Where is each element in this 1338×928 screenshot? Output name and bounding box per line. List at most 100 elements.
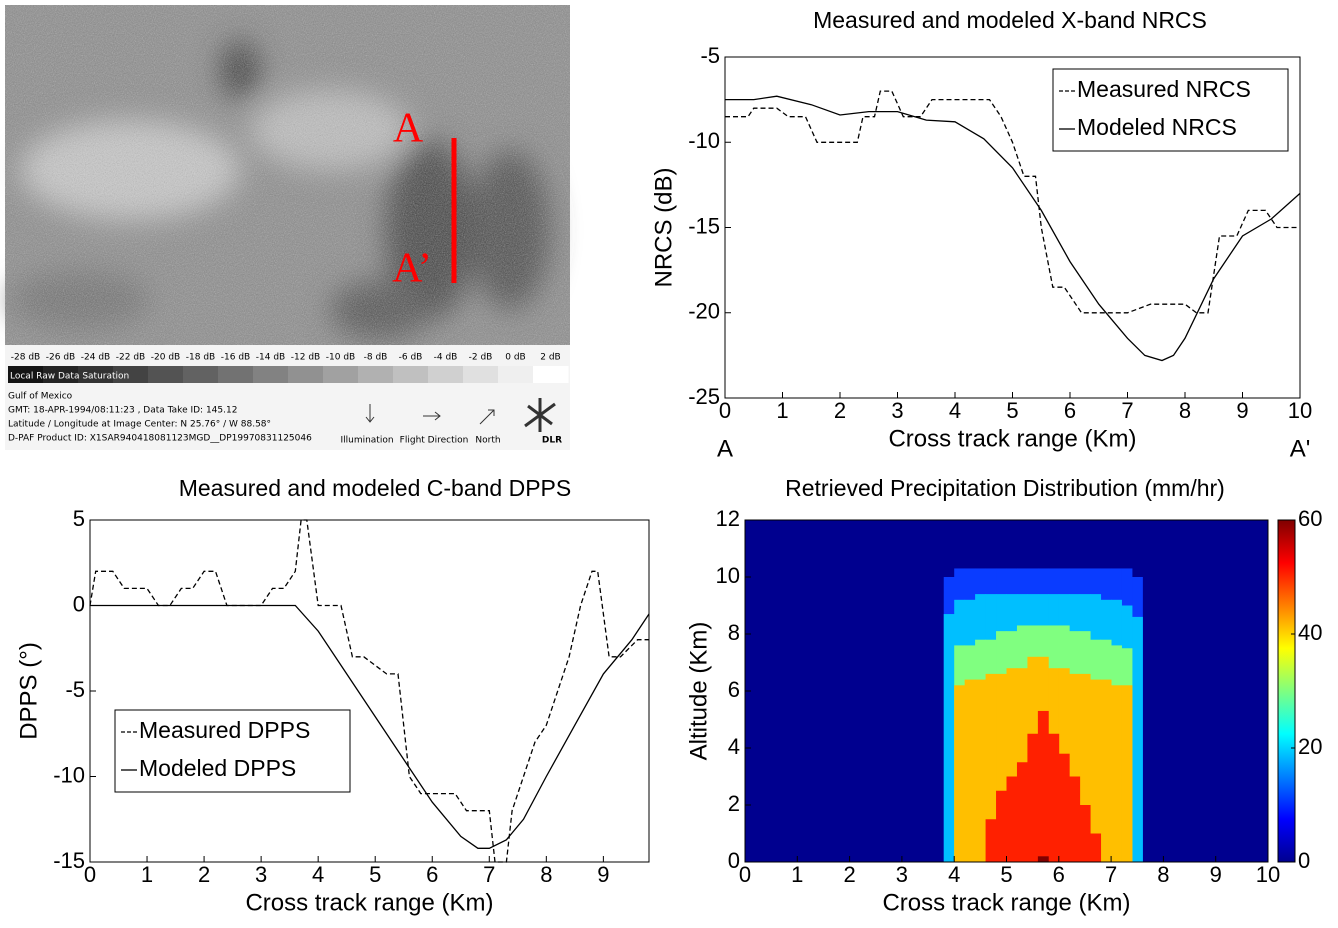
y-tick-label: 6 [728, 677, 740, 702]
chart: Measured DPPS Modeled DPPS 0 1 2 3 4 5 6 7 8 9 -15 -1… [15, 475, 650, 916]
scale-swatch [113, 366, 149, 383]
level-cell [985, 819, 997, 862]
data-line [90, 604, 650, 849]
level-cell [996, 673, 1007, 862]
x-tick-label: 9 [1210, 862, 1222, 887]
x-tick-label: 9 [1236, 398, 1248, 423]
legend-label: Measured NRCS [1077, 76, 1251, 102]
x-tick-label: 2 [843, 862, 855, 887]
sar-info: Gulf of Mexico GMT: 18-APR-1994/08:11:23 … [8, 392, 312, 444]
x-end-label: A' [1290, 435, 1311, 462]
y-tick-label: -15 [53, 848, 85, 873]
x-tick-label: 10 [1256, 862, 1280, 887]
y-tick-label: 8 [728, 620, 740, 645]
x-tick-label: 6 [426, 862, 438, 887]
sar-icons [365, 398, 556, 432]
x-tick-label: 6 [1053, 862, 1065, 887]
level-cell [1027, 733, 1039, 862]
y-axis-label: DPPS (°) [15, 642, 42, 740]
scale-swatch [463, 366, 499, 383]
icon-label: Illumination [340, 436, 393, 446]
scale-swatch [253, 366, 289, 383]
y-axis-label: Altitude (Km) [685, 622, 712, 761]
scale-label: -16 dB [221, 353, 250, 363]
scale-label: -20 dB [151, 353, 180, 363]
y-tick-label: -15 [688, 213, 720, 238]
colorbar-label: 0 [1298, 848, 1310, 873]
y-tick-label: -10 [53, 762, 85, 787]
scale-swatch [78, 366, 114, 383]
x-tick-label: 1 [776, 398, 788, 423]
y-tick-label: 4 [728, 734, 740, 759]
level-cell [1069, 776, 1081, 862]
scale-label: -24 dB [81, 353, 110, 363]
info-line: Gulf of Mexico [8, 392, 73, 402]
legend-label: Measured DPPS [139, 717, 310, 743]
data-line [725, 95, 1301, 362]
scale-label: -26 dB [46, 353, 75, 363]
sar-footer [5, 345, 570, 450]
x-tick-label: 5 [369, 862, 381, 887]
scale-swatch [533, 366, 569, 383]
y-tick-label: -25 [688, 384, 720, 409]
logo: DLR [542, 436, 562, 446]
x-axis-label: Cross track range (Km) [888, 425, 1136, 452]
y-tick-label: 2 [728, 791, 740, 816]
x-tick-label: 8 [540, 862, 552, 887]
x-tick-label: 2 [834, 398, 846, 423]
y-tick-label: -20 [688, 299, 720, 324]
legend-label: Modeled DPPS [139, 755, 296, 781]
info-line: GMT: 18-APR-1994/08:11:23 , Data Take ID… [8, 406, 237, 416]
x-axis-label: Cross track range (Km) [882, 889, 1130, 916]
chart: Measured NRCS Modeled NRCS 0 1 2 3 4 5 6 7 8 9 10 -25… [650, 7, 1312, 462]
scale-label: 0 dB [505, 353, 525, 363]
info-line: Latitude / Longitude at Image Center: N … [8, 420, 271, 430]
level-cell [1016, 762, 1028, 862]
level-cell [1090, 679, 1102, 862]
y-tick-label: 0 [728, 848, 740, 873]
legend-box [114, 709, 351, 793]
chart-title: Retrieved Precipitation Distribution (mm… [785, 475, 1225, 501]
scale-swatch [8, 366, 44, 383]
colorbar-label: 40 [1298, 620, 1322, 645]
x-axis-label: Cross track range (Km) [245, 889, 493, 916]
x-tick-label: 0 [739, 862, 751, 887]
level-cell [954, 685, 966, 862]
y-tick-label: -5 [700, 43, 720, 68]
plot-area [90, 520, 649, 862]
cut-end-label: A’ [392, 246, 432, 292]
scale-label: -8 dB [364, 353, 388, 363]
scale-label: -18 dB [186, 353, 215, 363]
scale-swatch [218, 366, 254, 383]
scale-swatch [323, 366, 359, 383]
x-tick-label: 0 [84, 862, 96, 887]
level-cell [1121, 685, 1133, 862]
x-tick-label: 4 [949, 398, 961, 423]
x-tick-label: 8 [1157, 862, 1169, 887]
scale-label: -14 dB [256, 353, 285, 363]
scale-swatch [393, 366, 429, 383]
level-cell [964, 679, 976, 862]
scale-label: -6 dB [399, 353, 423, 363]
x-tick-label: 9 [597, 862, 609, 887]
x-tick-label: 3 [896, 862, 908, 887]
legend: Measured DPPS Modeled DPPS [114, 709, 351, 793]
x-tick-label: 5 [1000, 862, 1012, 887]
level-cell [996, 790, 1007, 862]
level-cell [1079, 805, 1091, 862]
info-line: D-PAF Product ID: X1SAR940418081123MGD__… [8, 434, 312, 444]
level-cell [1079, 673, 1091, 862]
data-line [89, 519, 649, 863]
x-tick-label: 5 [1006, 398, 1018, 423]
scale-label: 2 dB [540, 353, 560, 363]
sar-scale: -28 dB -26 dB -24 dB -22 dB -20 dB -18 dB -16 … [8, 353, 569, 383]
colorbar [1277, 519, 1296, 863]
x-tick-label: 8 [1179, 398, 1191, 423]
x-tick-label: 7 [1105, 862, 1117, 887]
sar-speckle [5, 5, 570, 345]
scale-swatch [288, 366, 324, 383]
scale-label: -2 dB [469, 353, 493, 363]
y-tick-label: 12 [716, 506, 740, 531]
x-tick-label: 2 [198, 862, 210, 887]
